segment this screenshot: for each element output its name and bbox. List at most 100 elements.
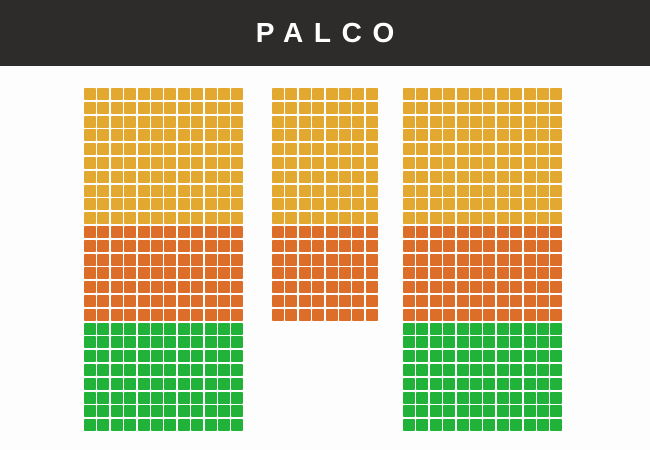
seat-yellow[interactable] — [483, 156, 496, 169]
seat-yellow[interactable] — [110, 115, 123, 128]
seat-orange[interactable] — [456, 239, 469, 252]
seat-orange[interactable] — [272, 308, 284, 321]
seat-orange[interactable] — [523, 239, 536, 252]
seat-orange[interactable] — [97, 294, 110, 307]
seat-orange[interactable] — [496, 239, 509, 252]
seat-orange[interactable] — [536, 294, 549, 307]
seat-green[interactable] — [523, 322, 536, 335]
seat-green[interactable] — [496, 336, 509, 349]
seat-green[interactable] — [137, 419, 150, 432]
seat-yellow[interactable] — [272, 88, 284, 100]
seat-yellow[interactable] — [496, 101, 509, 114]
seat-orange[interactable] — [164, 294, 177, 307]
seat-orange[interactable] — [272, 239, 284, 252]
seat-yellow[interactable] — [550, 170, 563, 183]
seat-yellow[interactable] — [443, 143, 456, 156]
seat-yellow[interactable] — [403, 198, 415, 211]
seat-yellow[interactable] — [150, 101, 163, 114]
seat-green[interactable] — [510, 391, 523, 404]
seat-orange[interactable] — [164, 239, 177, 252]
seat-orange[interactable] — [510, 281, 523, 294]
seat-yellow[interactable] — [177, 115, 190, 128]
seat-yellow[interactable] — [523, 143, 536, 156]
seat-orange[interactable] — [124, 294, 137, 307]
seat-yellow[interactable] — [352, 156, 365, 169]
seat-green[interactable] — [496, 363, 509, 376]
seat-yellow[interactable] — [523, 198, 536, 211]
seat-yellow[interactable] — [416, 143, 429, 156]
seat-orange[interactable] — [365, 281, 378, 294]
seat-yellow[interactable] — [272, 184, 284, 197]
seat-yellow[interactable] — [204, 115, 217, 128]
seat-orange[interactable] — [217, 239, 230, 252]
seat-yellow[interactable] — [510, 156, 523, 169]
seat-yellow[interactable] — [429, 184, 442, 197]
seat-green[interactable] — [510, 363, 523, 376]
seat-orange[interactable] — [191, 294, 204, 307]
seat-yellow[interactable] — [217, 101, 230, 114]
seat-green[interactable] — [510, 336, 523, 349]
seat-yellow[interactable] — [536, 198, 549, 211]
seat-green[interactable] — [84, 336, 96, 349]
seat-yellow[interactable] — [84, 198, 96, 211]
seat-green[interactable] — [443, 419, 456, 432]
seat-orange[interactable] — [416, 294, 429, 307]
seat-orange[interactable] — [177, 267, 190, 280]
seat-orange[interactable] — [403, 225, 415, 238]
seat-green[interactable] — [150, 336, 163, 349]
seat-yellow[interactable] — [510, 129, 523, 142]
seat-orange[interactable] — [231, 253, 244, 266]
seat-yellow[interactable] — [469, 88, 482, 100]
seat-yellow[interactable] — [523, 212, 536, 225]
seat-yellow[interactable] — [365, 143, 378, 156]
seat-orange[interactable] — [312, 253, 325, 266]
seat-yellow[interactable] — [429, 212, 442, 225]
seat-yellow[interactable] — [483, 143, 496, 156]
seat-yellow[interactable] — [285, 170, 298, 183]
seat-yellow[interactable] — [272, 115, 284, 128]
seat-yellow[interactable] — [456, 143, 469, 156]
seat-orange[interactable] — [456, 267, 469, 280]
seat-orange[interactable] — [352, 308, 365, 321]
seat-green[interactable] — [456, 419, 469, 432]
seat-orange[interactable] — [338, 267, 351, 280]
seat-yellow[interactable] — [352, 184, 365, 197]
seat-green[interactable] — [137, 405, 150, 418]
seat-yellow[interactable] — [429, 198, 442, 211]
seat-yellow[interactable] — [352, 212, 365, 225]
seat-orange[interactable] — [456, 308, 469, 321]
seat-orange[interactable] — [523, 294, 536, 307]
seat-yellow[interactable] — [84, 129, 96, 142]
seat-orange[interactable] — [177, 253, 190, 266]
seat-yellow[interactable] — [469, 198, 482, 211]
seat-yellow[interactable] — [204, 212, 217, 225]
seat-yellow[interactable] — [137, 101, 150, 114]
seat-yellow[interactable] — [510, 101, 523, 114]
seat-yellow[interactable] — [325, 198, 338, 211]
seat-yellow[interactable] — [510, 170, 523, 183]
seat-orange[interactable] — [325, 294, 338, 307]
seat-yellow[interactable] — [191, 198, 204, 211]
seat-yellow[interactable] — [84, 101, 96, 114]
seat-orange[interactable] — [550, 294, 563, 307]
seat-yellow[interactable] — [191, 212, 204, 225]
seat-green[interactable] — [443, 363, 456, 376]
seat-orange[interactable] — [523, 225, 536, 238]
seat-yellow[interactable] — [352, 115, 365, 128]
seat-orange[interactable] — [204, 239, 217, 252]
seat-yellow[interactable] — [150, 156, 163, 169]
seat-green[interactable] — [164, 405, 177, 418]
seat-yellow[interactable] — [298, 143, 311, 156]
seat-orange[interactable] — [137, 253, 150, 266]
seat-green[interactable] — [204, 336, 217, 349]
seat-green[interactable] — [84, 377, 96, 390]
seat-yellow[interactable] — [325, 184, 338, 197]
seat-yellow[interactable] — [285, 101, 298, 114]
seat-orange[interactable] — [124, 239, 137, 252]
seat-orange[interactable] — [191, 239, 204, 252]
seat-yellow[interactable] — [84, 88, 96, 100]
seat-yellow[interactable] — [469, 184, 482, 197]
seat-yellow[interactable] — [110, 198, 123, 211]
seat-yellow[interactable] — [191, 170, 204, 183]
seat-yellow[interactable] — [191, 184, 204, 197]
